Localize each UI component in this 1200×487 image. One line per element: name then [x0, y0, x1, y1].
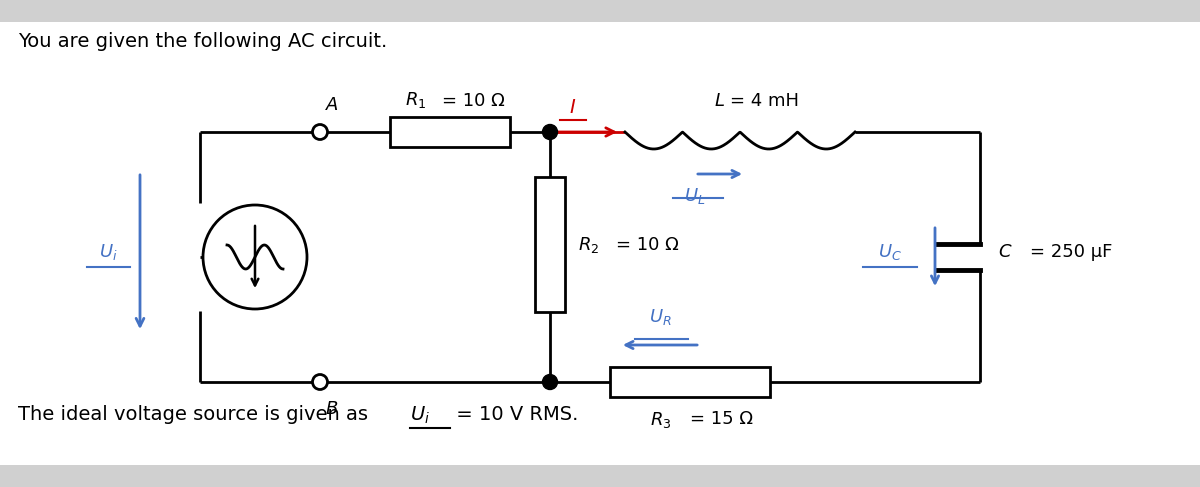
Text: = 10 Ω: = 10 Ω	[442, 92, 505, 110]
Text: $U_L$: $U_L$	[684, 186, 706, 206]
Text: = 10 Ω: = 10 Ω	[616, 236, 679, 254]
Text: = 4 mH: = 4 mH	[730, 92, 799, 110]
FancyBboxPatch shape	[0, 0, 1200, 22]
Text: $L$: $L$	[714, 92, 725, 110]
Text: $U_i$: $U_i$	[98, 242, 118, 262]
FancyBboxPatch shape	[610, 367, 770, 397]
FancyBboxPatch shape	[535, 177, 565, 312]
Text: $C$: $C$	[998, 243, 1013, 261]
Text: $U_C$: $U_C$	[878, 242, 902, 262]
Text: You are given the following AC circuit.: You are given the following AC circuit.	[18, 32, 388, 51]
Text: $I$: $I$	[569, 98, 576, 117]
Text: $U_R$: $U_R$	[649, 307, 671, 327]
Text: $R_2$: $R_2$	[578, 235, 599, 255]
Text: = 10 V RMS.: = 10 V RMS.	[450, 406, 578, 425]
Text: $R_3$: $R_3$	[650, 410, 672, 430]
Text: The ideal voltage source is given as: The ideal voltage source is given as	[18, 406, 374, 425]
Circle shape	[312, 375, 328, 390]
Circle shape	[542, 125, 558, 139]
FancyBboxPatch shape	[0, 465, 1200, 487]
Text: $R_1$: $R_1$	[406, 90, 426, 110]
Text: A: A	[326, 96, 338, 114]
Circle shape	[312, 125, 328, 139]
Text: = 15 Ω: = 15 Ω	[690, 410, 754, 428]
Circle shape	[542, 375, 558, 390]
Text: = 250 μF: = 250 μF	[1030, 243, 1112, 261]
Text: B: B	[326, 400, 338, 418]
Text: $U_i$: $U_i$	[410, 404, 430, 426]
FancyBboxPatch shape	[390, 117, 510, 147]
